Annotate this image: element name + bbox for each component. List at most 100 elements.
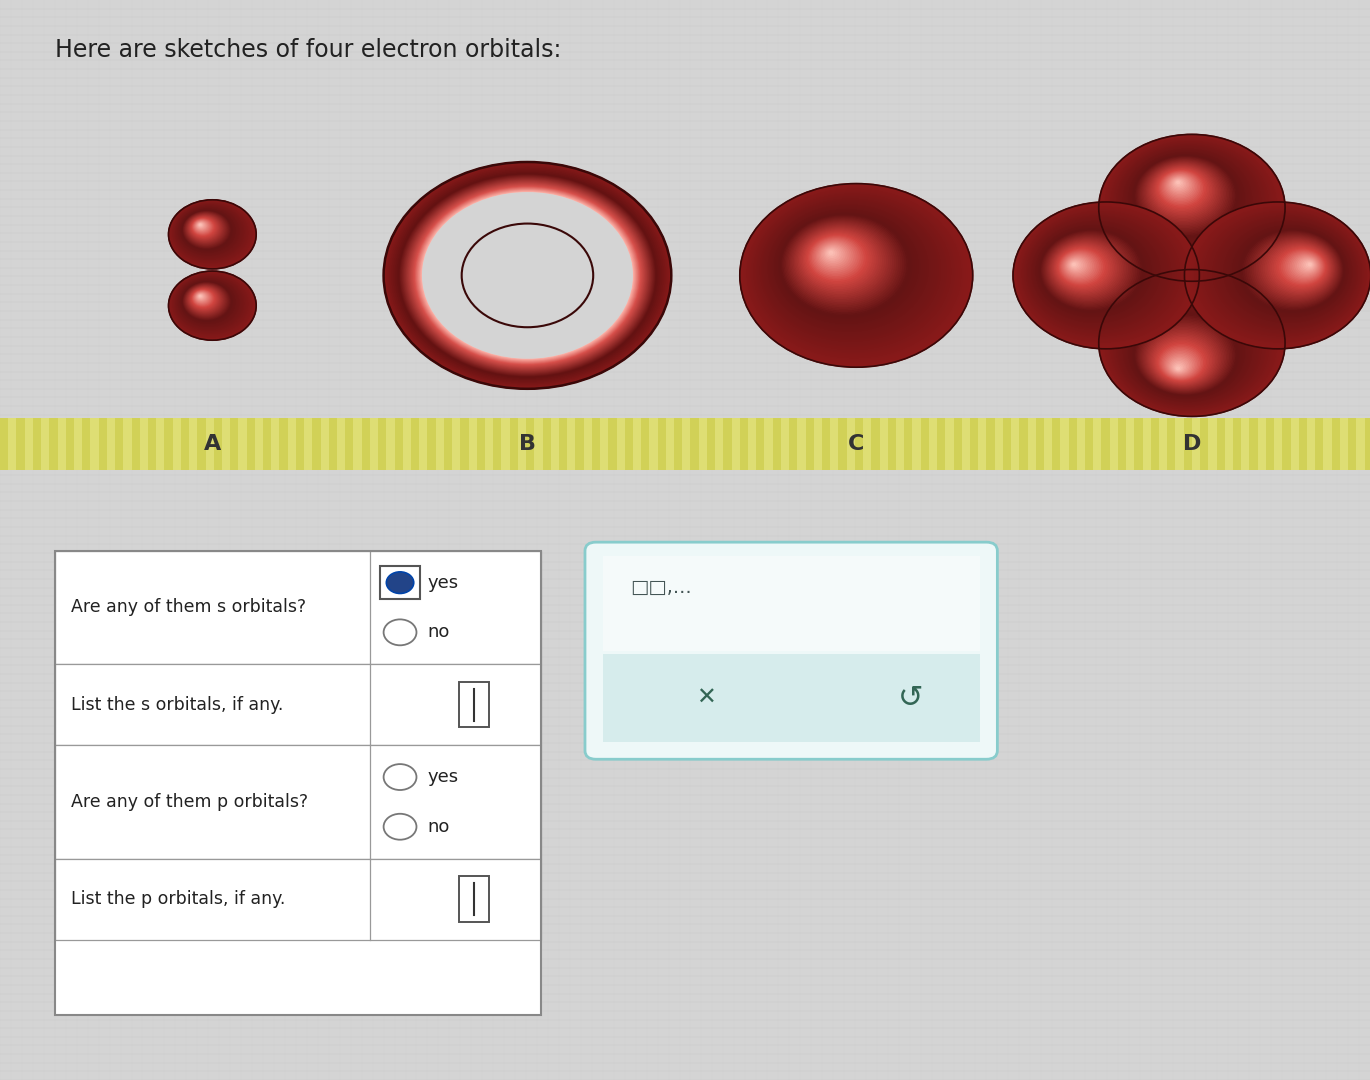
- Circle shape: [1164, 352, 1196, 377]
- Circle shape: [1062, 253, 1097, 280]
- Circle shape: [754, 194, 951, 349]
- Circle shape: [403, 177, 652, 374]
- Bar: [33, 418, 41, 470]
- Circle shape: [416, 188, 638, 363]
- Circle shape: [1175, 366, 1181, 370]
- Circle shape: [1222, 220, 1352, 324]
- Circle shape: [1147, 329, 1221, 388]
- Circle shape: [1037, 227, 1149, 315]
- Circle shape: [392, 168, 663, 382]
- Circle shape: [1148, 330, 1219, 387]
- Circle shape: [1160, 172, 1201, 203]
- Circle shape: [1256, 238, 1336, 300]
- Circle shape: [422, 192, 633, 359]
- Circle shape: [190, 217, 216, 238]
- Circle shape: [1154, 339, 1210, 383]
- Circle shape: [758, 198, 944, 345]
- Circle shape: [193, 219, 212, 234]
- FancyBboxPatch shape: [585, 542, 997, 759]
- Circle shape: [184, 283, 230, 320]
- Circle shape: [1045, 235, 1133, 305]
- Circle shape: [404, 178, 651, 373]
- Circle shape: [1186, 203, 1370, 348]
- Circle shape: [748, 189, 960, 357]
- Circle shape: [418, 189, 637, 362]
- Circle shape: [1149, 334, 1217, 386]
- Circle shape: [181, 210, 234, 252]
- Circle shape: [1208, 214, 1359, 333]
- Circle shape: [777, 211, 917, 322]
- Bar: [427, 418, 436, 470]
- Circle shape: [756, 197, 947, 346]
- Circle shape: [1110, 141, 1270, 267]
- Circle shape: [386, 571, 414, 594]
- Circle shape: [199, 224, 201, 226]
- Circle shape: [1228, 224, 1349, 320]
- Circle shape: [195, 292, 210, 303]
- Circle shape: [777, 212, 914, 320]
- Circle shape: [437, 204, 618, 347]
- Circle shape: [1167, 175, 1193, 197]
- Circle shape: [407, 180, 648, 370]
- Circle shape: [784, 217, 904, 311]
- Bar: [603, 556, 980, 650]
- Circle shape: [822, 245, 845, 264]
- Circle shape: [174, 275, 247, 333]
- Circle shape: [1249, 234, 1340, 306]
- Circle shape: [1255, 237, 1337, 301]
- Circle shape: [1271, 245, 1329, 291]
- Text: yes: yes: [427, 573, 459, 592]
- Circle shape: [1017, 205, 1192, 345]
- Bar: [55, 859, 541, 940]
- Text: yes: yes: [427, 768, 459, 786]
- Circle shape: [199, 224, 203, 227]
- Circle shape: [1169, 177, 1191, 193]
- Circle shape: [1114, 144, 1265, 262]
- Circle shape: [1045, 235, 1132, 303]
- Bar: [789, 418, 797, 470]
- Circle shape: [193, 291, 212, 306]
- Circle shape: [395, 171, 660, 380]
- Circle shape: [197, 222, 205, 229]
- Circle shape: [173, 203, 249, 264]
- Circle shape: [169, 200, 256, 269]
- Circle shape: [173, 274, 249, 335]
- Circle shape: [1137, 318, 1233, 393]
- Circle shape: [1118, 146, 1259, 257]
- Circle shape: [188, 215, 221, 241]
- Circle shape: [385, 163, 670, 388]
- Bar: [459, 876, 489, 921]
- Circle shape: [186, 285, 225, 315]
- Circle shape: [1206, 213, 1360, 335]
- Circle shape: [1296, 257, 1317, 274]
- Bar: [888, 418, 896, 470]
- Circle shape: [1141, 160, 1228, 228]
- Circle shape: [812, 239, 859, 275]
- Circle shape: [1122, 148, 1255, 253]
- Bar: [1184, 418, 1192, 470]
- Circle shape: [196, 221, 207, 230]
- Circle shape: [384, 620, 416, 645]
- Circle shape: [1214, 216, 1356, 329]
- Circle shape: [825, 247, 841, 260]
- Circle shape: [415, 187, 640, 364]
- Circle shape: [1029, 218, 1167, 327]
- Circle shape: [406, 179, 649, 372]
- Circle shape: [815, 241, 855, 272]
- Circle shape: [171, 273, 251, 336]
- Circle shape: [1070, 260, 1081, 269]
- Circle shape: [189, 216, 218, 239]
- Circle shape: [1103, 275, 1280, 414]
- Circle shape: [184, 212, 229, 247]
- Circle shape: [1106, 138, 1275, 273]
- Circle shape: [186, 214, 226, 245]
- Circle shape: [448, 213, 607, 338]
- Circle shape: [458, 220, 597, 330]
- Circle shape: [170, 201, 255, 268]
- Circle shape: [1203, 211, 1362, 337]
- Circle shape: [1064, 256, 1092, 276]
- Circle shape: [407, 180, 648, 370]
- Circle shape: [1051, 241, 1122, 297]
- Circle shape: [453, 217, 601, 334]
- Bar: [1085, 418, 1093, 470]
